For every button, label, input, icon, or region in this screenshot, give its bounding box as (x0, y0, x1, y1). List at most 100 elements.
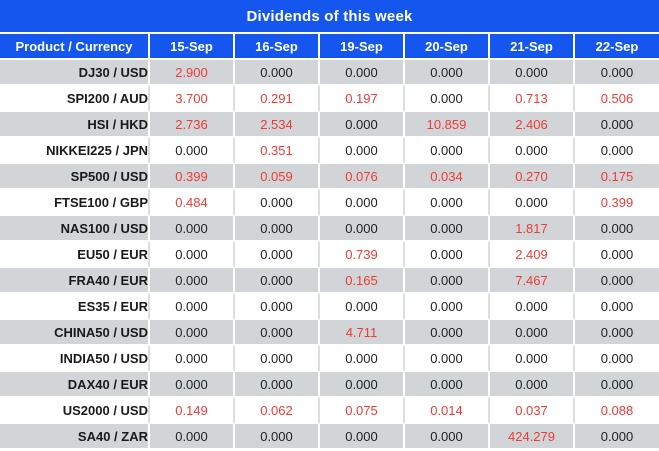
column-header-date-4: 20-Sep (405, 34, 490, 60)
product-cell: INDIA50 / USD (0, 346, 150, 372)
table-row: SA40 / ZAR 0.000 0.000 0.000 0.000 424.279 0.0… (0, 424, 659, 450)
dividend-value-cell: 0.484 (150, 190, 235, 216)
dividend-value-cell: 0.034 (405, 164, 490, 190)
dividend-value-cell: 0.000 (150, 268, 235, 294)
table-row: NAS100 / USD 0.000 0.000 0.000 0.000 1.817 0.0… (0, 216, 659, 242)
dividend-value-cell: 0.075 (320, 398, 405, 424)
dividend-value-cell: 0.000 (405, 268, 490, 294)
dividend-value-cell: 2.736 (150, 112, 235, 138)
dividend-value-cell: 0.000 (575, 112, 659, 138)
product-cell: CHINA50 / USD (0, 320, 150, 346)
product-cell: DAX40 / EUR (0, 372, 150, 398)
dividend-value-cell: 0.000 (490, 320, 575, 346)
dividend-value-cell: 4.711 (320, 320, 405, 346)
dividend-value-cell: 0.165 (320, 268, 405, 294)
dividend-value-cell: 0.000 (405, 242, 490, 268)
dividend-value-cell: 0.000 (320, 60, 405, 86)
product-cell: FTSE100 / GBP (0, 190, 150, 216)
dividend-value-cell: 0.000 (320, 424, 405, 450)
product-cell: DJ30 / USD (0, 60, 150, 86)
dividend-value-cell: 0.000 (320, 112, 405, 138)
dividend-value-cell: 0.399 (150, 164, 235, 190)
column-header-date-6: 22-Sep (575, 34, 659, 60)
dividend-value-cell: 0.000 (405, 138, 490, 164)
dividend-value-cell: 0.197 (320, 86, 405, 112)
table-header-row: Product / Currency 15-Sep 16-Sep 19-Sep … (0, 34, 659, 60)
table-row: NIKKEI225 / JPN 0.000 0.351 0.000 0.000 0.000… (0, 138, 659, 164)
dividend-value-cell: 0.175 (575, 164, 659, 190)
dividend-value-cell: 0.000 (320, 372, 405, 398)
dividend-value-cell: 0.000 (490, 294, 575, 320)
dividend-value-cell: 0.000 (575, 294, 659, 320)
dividend-value-cell: 2.900 (150, 60, 235, 86)
dividend-value-cell: 0.000 (405, 60, 490, 86)
dividend-value-cell: 2.406 (490, 112, 575, 138)
dividend-value-cell: 0.000 (405, 216, 490, 242)
dividend-value-cell: 0.000 (320, 216, 405, 242)
dividend-value-cell: 0.000 (235, 242, 320, 268)
dividend-value-cell: 0.000 (490, 138, 575, 164)
dividend-value-cell: 0.506 (575, 86, 659, 112)
column-header-date-2: 16-Sep (235, 34, 320, 60)
product-cell: EU50 / EUR (0, 242, 150, 268)
dividend-value-cell: 2.534 (235, 112, 320, 138)
column-header-product: Product / Currency (0, 34, 150, 60)
dividend-value-cell: 0.000 (320, 294, 405, 320)
dividend-value-cell: 0.000 (150, 216, 235, 242)
product-cell: US2000 / USD (0, 398, 150, 424)
dividend-value-cell: 0.000 (235, 424, 320, 450)
dividend-value-cell: 0.000 (575, 138, 659, 164)
dividend-value-cell: 0.000 (575, 242, 659, 268)
dividend-value-cell: 0.000 (150, 372, 235, 398)
dividend-value-cell: 0.000 (150, 320, 235, 346)
dividend-value-cell: 0.000 (405, 86, 490, 112)
dividends-table-body: DJ30 / USD 2.900 0.000 0.000 0.000 0.000 0.000… (0, 60, 659, 450)
dividend-value-cell: 0.351 (235, 138, 320, 164)
dividend-value-cell: 7.467 (490, 268, 575, 294)
dividend-value-cell: 0.062 (235, 398, 320, 424)
dividend-value-cell: 0.270 (490, 164, 575, 190)
product-cell: HSI / HKD (0, 112, 150, 138)
dividend-value-cell: 0.000 (320, 190, 405, 216)
dividend-value-cell: 0.000 (575, 424, 659, 450)
product-cell: FRA40 / EUR (0, 268, 150, 294)
dividend-value-cell: 0.000 (490, 60, 575, 86)
table-row: DAX40 / EUR 0.000 0.000 0.000 0.000 0.000 0.00… (0, 372, 659, 398)
table-row: INDIA50 / USD 0.000 0.000 0.000 0.000 0.000 0.… (0, 346, 659, 372)
dividend-value-cell: 0.149 (150, 398, 235, 424)
product-cell: ES35 / EUR (0, 294, 150, 320)
dividend-value-cell: 0.000 (235, 294, 320, 320)
dividend-value-cell: 0.000 (150, 138, 235, 164)
dividend-value-cell: 0.000 (575, 372, 659, 398)
column-header-date-1: 15-Sep (150, 34, 235, 60)
dividend-value-cell: 0.000 (405, 294, 490, 320)
dividend-value-cell: 0.000 (490, 190, 575, 216)
dividend-value-cell: 0.059 (235, 164, 320, 190)
dividend-value-cell: 0.000 (150, 294, 235, 320)
dividend-value-cell: 0.739 (320, 242, 405, 268)
dividend-value-cell: 0.000 (150, 242, 235, 268)
product-cell: NIKKEI225 / JPN (0, 138, 150, 164)
dividend-value-cell: 0.399 (575, 190, 659, 216)
dividend-value-cell: 0.291 (235, 86, 320, 112)
dividend-value-cell: 3.700 (150, 86, 235, 112)
dividend-value-cell: 0.000 (235, 60, 320, 86)
dividend-value-cell: 0.000 (575, 60, 659, 86)
table-row: HSI / HKD 2.736 2.534 0.000 10.859 2.406 0.000 (0, 112, 659, 138)
product-cell: NAS100 / USD (0, 216, 150, 242)
dividend-value-cell: 0.000 (235, 190, 320, 216)
dividend-value-cell: 0.000 (575, 268, 659, 294)
dividend-value-cell: 0.000 (320, 346, 405, 372)
product-cell: SP500 / USD (0, 164, 150, 190)
table-row: SPI200 / AUD 3.700 0.291 0.197 0.000 0.713 0.5… (0, 86, 659, 112)
widget-title: Dividends of this week (0, 0, 659, 34)
dividend-value-cell: 0.014 (405, 398, 490, 424)
dividend-value-cell: 0.713 (490, 86, 575, 112)
table-row: EU50 / EUR 0.000 0.000 0.739 0.000 2.409 0.000 (0, 242, 659, 268)
dividend-value-cell: 2.409 (490, 242, 575, 268)
dividends-table: Product / Currency 15-Sep 16-Sep 19-Sep … (0, 34, 659, 450)
dividend-value-cell: 0.000 (575, 216, 659, 242)
dividend-value-cell: 0.088 (575, 398, 659, 424)
dividend-value-cell: 0.000 (405, 320, 490, 346)
